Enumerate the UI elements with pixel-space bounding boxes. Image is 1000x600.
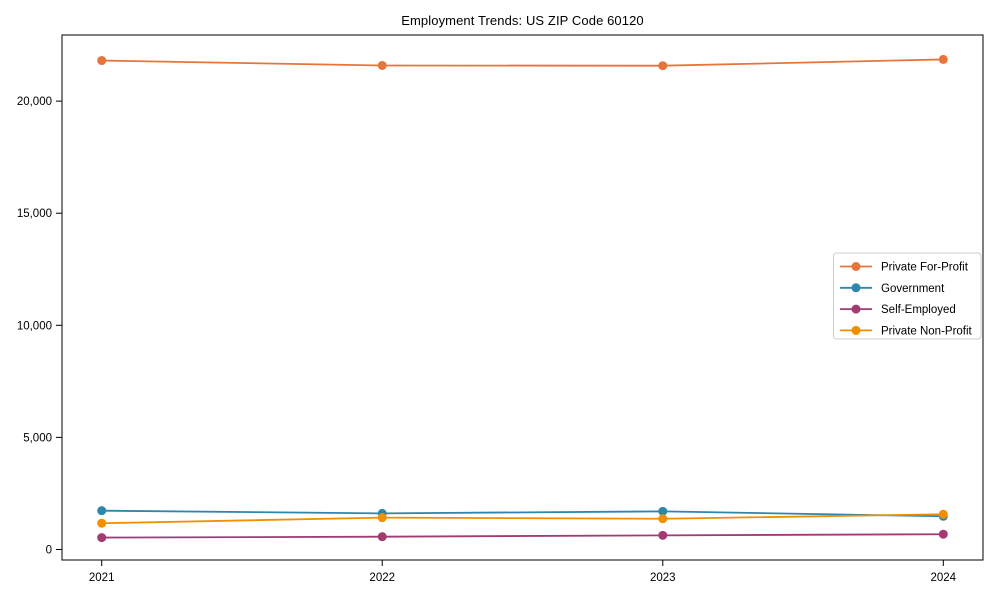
legend-label-private-non-profit: Private Non-Profit — [881, 325, 973, 337]
data-point-self-employed-2024 — [938, 529, 948, 539]
y-axis-tick-label: 5,000 — [23, 432, 52, 444]
plot-border — [61, 34, 984, 561]
data-point-self-employed-2022 — [377, 532, 387, 542]
legend-marker-private-non-profit — [851, 325, 861, 335]
y-axis-tick-label: 10,000 — [17, 320, 52, 332]
legend-label-private-for-profit: Private For-Profit — [881, 262, 969, 274]
chart-title: Employment Trends: US ZIP Code 60120 — [401, 13, 644, 28]
data-point-government-2021 — [97, 506, 107, 516]
legend-box — [833, 252, 982, 340]
x-axis-tick-label: 2023 — [650, 572, 676, 584]
x-axis-tick-label: 2024 — [931, 572, 957, 584]
series-line-private-non-profit — [101, 513, 944, 525]
data-point-private-for-profit-2022 — [377, 60, 387, 70]
x-axis-tick-label: 2021 — [89, 572, 115, 584]
data-point-private-for-profit-2021 — [97, 56, 107, 66]
series-line-government — [101, 509, 944, 518]
y-axis-tick-label: 0 — [46, 544, 52, 556]
data-point-private-for-profit-2023 — [658, 61, 668, 71]
series-line-private-for-profit — [101, 58, 944, 67]
x-axis-tick-label: 2022 — [369, 572, 395, 584]
data-point-private-non-profit-2022 — [377, 513, 387, 523]
legend-marker-private-for-profit — [851, 262, 861, 271]
legend-label-government: Government — [881, 283, 945, 295]
data-point-private-non-profit-2024 — [938, 509, 948, 519]
legend-marker-self-employed — [851, 304, 861, 314]
data-point-government-2023 — [658, 506, 668, 516]
series-line-self-employed — [101, 533, 944, 539]
data-point-private-non-profit-2021 — [97, 518, 107, 528]
data-point-private-non-profit-2023 — [658, 514, 668, 524]
data-point-private-for-profit-2024 — [938, 54, 948, 64]
data-point-self-employed-2023 — [658, 530, 668, 540]
legend-label-self-employed: Self-Employed — [881, 304, 956, 316]
y-axis-tick-label: 15,000 — [17, 208, 52, 220]
y-axis-tick-label: 20,000 — [17, 96, 52, 108]
legend-marker-government — [851, 283, 861, 293]
data-point-self-employed-2021 — [97, 533, 107, 543]
